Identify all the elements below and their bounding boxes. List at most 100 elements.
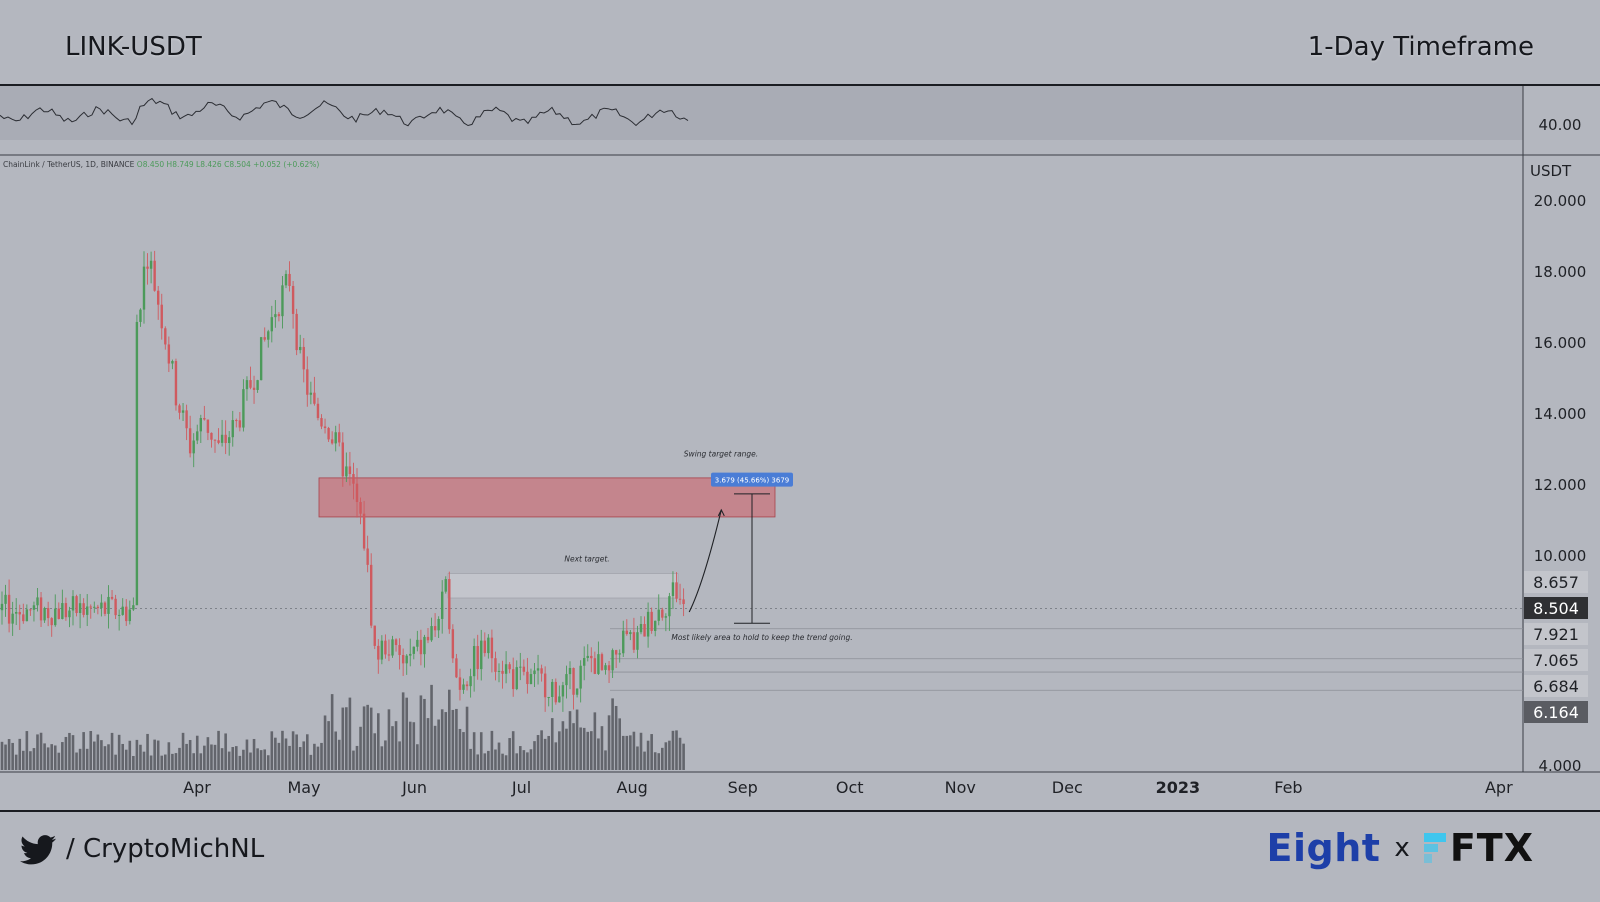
candle [54,608,57,626]
candle [423,636,426,655]
volume-bar [174,753,178,770]
price-tag-bg [1524,597,1588,619]
volume-bar [96,734,100,770]
volume-bar [224,733,227,770]
volume-bar [142,751,146,770]
volume-bar [195,735,199,770]
volume-bar [487,750,490,770]
candle [4,594,7,604]
volume-bar [529,749,533,770]
candle [348,466,352,475]
volume-bar [668,740,671,770]
candle [391,639,394,656]
volume-bar [203,745,206,770]
volume-bar [526,752,529,770]
volume-bar [377,713,380,770]
candle [547,697,550,699]
volume-bar [568,711,572,770]
x-tick-label: Feb [1274,778,1302,797]
candle [561,685,565,697]
candle [568,667,572,675]
volume-bar [678,737,682,770]
candle [494,658,497,672]
volume-bar [89,730,93,770]
projection-arrowhead [717,508,725,517]
volume-bar [451,709,455,770]
volume-bar [575,709,579,770]
candle [664,616,668,618]
volume-bar [639,732,643,770]
volume-bar [114,754,117,770]
volume-bar [259,750,263,770]
volume-bar [650,734,653,770]
volume-bar [497,742,501,770]
volume-bar [124,749,128,770]
candle [636,632,639,650]
candle [68,610,71,618]
candle [650,611,653,631]
volume-bar [171,753,174,770]
candle [583,658,586,666]
candle [217,440,220,443]
candle [501,670,504,674]
candle [210,432,213,440]
volume-bar [618,718,621,770]
hold-area-note: Most likely area to hold to keep the tre… [671,633,852,642]
volume-bar [543,738,547,770]
candle [100,602,103,609]
volume-bar [479,732,483,770]
candle [192,440,195,454]
volume-bar [604,750,607,770]
measure-label-bg [711,472,793,487]
volume-bar [71,735,75,770]
volume-bar [146,733,149,770]
volume-bar [274,737,277,770]
candle [295,313,298,351]
next-target-zone [447,573,679,599]
candle [274,314,277,318]
volume-bar [64,736,68,770]
candle [252,387,256,390]
volume-bar [238,755,242,770]
candle [57,608,60,619]
candle [654,620,657,631]
candle [657,609,660,621]
volume-bar [572,723,575,770]
volume-bar [476,754,479,770]
volume-bar [295,734,298,770]
volume-bar [345,707,348,770]
volume-bar [373,733,377,770]
volume-bar [132,755,135,770]
candle [139,309,142,322]
volume-bar [348,697,352,770]
volume-bar [362,706,366,770]
volume-bar [334,731,337,770]
candle [401,655,405,664]
volume-bar [384,740,387,770]
candle [213,439,217,441]
volume-bar [416,744,419,770]
y-tick-label: 20.000 [1534,192,1587,210]
footer-bar: / CryptoMichNL Eight x FTX [0,810,1600,902]
volume-bar [231,747,235,770]
candle [291,285,295,314]
candle [597,654,600,674]
twitter-handle[interactable]: / CryptoMichNL [66,834,265,864]
volume-bar [522,750,526,770]
candle [632,632,636,650]
volume-bars [0,684,685,770]
candle [409,653,412,656]
volume-bar [412,722,416,770]
volume-bar [0,741,4,770]
candle [458,677,462,690]
volume-bar [82,732,85,770]
volume-bar [405,697,408,770]
candle [671,582,675,597]
next-target-note: Next target. [564,554,609,563]
volume-bar [181,732,185,770]
candle [622,630,625,654]
price-tag-bg [1524,701,1588,723]
twitter-icon[interactable] [20,835,56,865]
candle [167,344,171,364]
volume-bar [380,746,384,770]
